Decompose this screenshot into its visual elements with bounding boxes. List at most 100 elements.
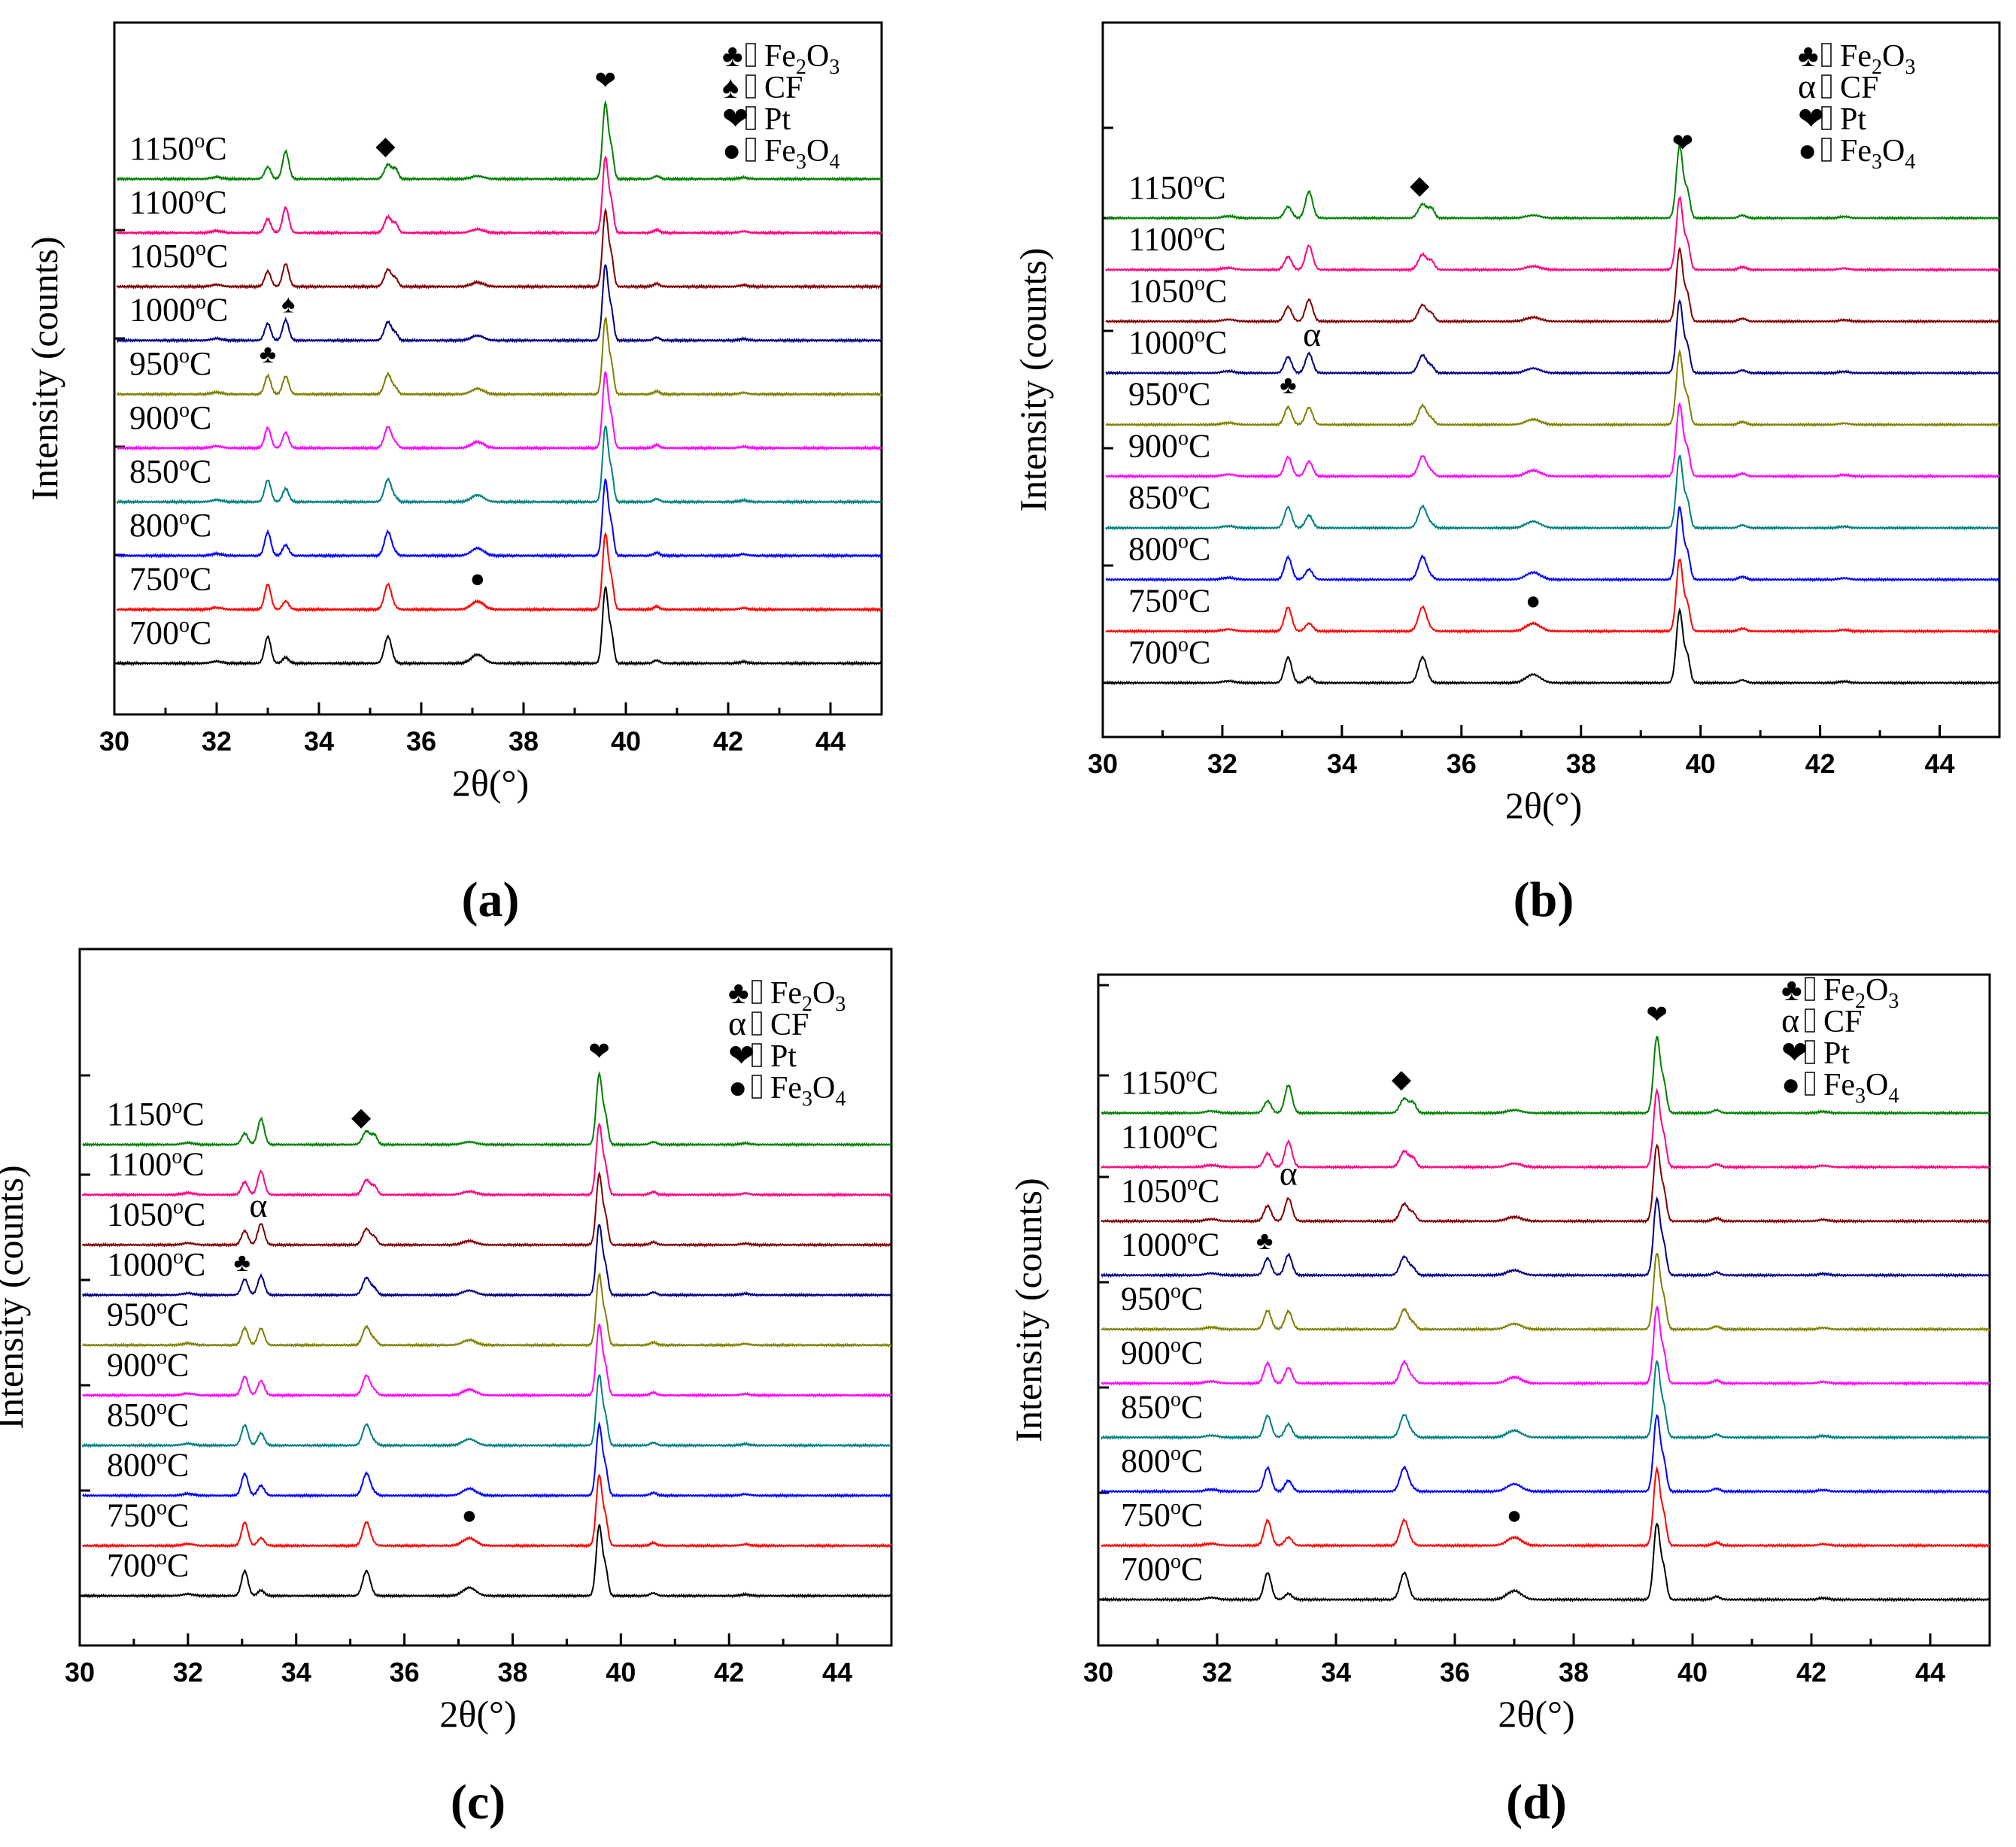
series-line-850 [81, 1374, 892, 1448]
peak-marker: ♠ [281, 290, 295, 318]
legend-box [1805, 1008, 1815, 1033]
legend-entry-cf: CF [1840, 71, 1878, 105]
plot-frame [1101, 21, 2001, 738]
legend-box [751, 1043, 762, 1067]
x-tick-label: 44 [815, 726, 846, 757]
x-tick-label: 30 [1083, 1657, 1113, 1688]
series-line-800 [1101, 1414, 1990, 1494]
series-line-700 [116, 586, 882, 667]
series-label-700: 700oC [1128, 633, 1210, 671]
series-line-750 [1105, 558, 2000, 634]
series-label-750: 750oC [129, 560, 211, 597]
series-line-950 [81, 1272, 892, 1348]
series-label-1150: 1150oC [129, 129, 227, 167]
series-label-1000: 1000oC [129, 291, 228, 329]
peak-marker: ❤ [588, 1038, 610, 1066]
series-line-900 [1105, 402, 2000, 479]
series-line-1150 [1105, 144, 2000, 221]
series-line-900 [117, 371, 882, 451]
legend-symbol: ● [1781, 1068, 1800, 1102]
series-label-850: 850oC [129, 452, 211, 490]
x-tick-label: 32 [1207, 748, 1237, 779]
series-line-700 [1105, 607, 2000, 686]
legend-entry-fe2o3: Fe2O3 [770, 976, 846, 1016]
legend-box [1805, 977, 1815, 1001]
panel-b: 30 32 34 36 38 40 42 44 2θ(°) Intensity (counts) 7… [1012, 21, 2001, 927]
series-label-850: 850oC [107, 1396, 189, 1433]
x-tick-label: 44 [1915, 1657, 1945, 1688]
series-label-1000: 1000oC [107, 1245, 205, 1283]
legend-symbol: ● [1798, 134, 1817, 168]
legend-symbol: ♣ [722, 39, 743, 74]
x-tick-label: 36 [406, 726, 436, 757]
series-line-950 [116, 316, 882, 398]
series-line-1150 [117, 99, 882, 183]
legend-symbol: ❤ [1781, 1036, 1808, 1071]
series-label-700: 700oC [129, 614, 211, 651]
series-label-700: 700oC [1121, 1550, 1203, 1588]
peak-marker: ♣ [1280, 372, 1296, 399]
series-label-750: 750oC [1121, 1496, 1203, 1533]
y-axis-title: Intensity (counts) [0, 1165, 31, 1429]
x-tick-label: 42 [1805, 748, 1835, 779]
series-label-850: 850oC [1128, 478, 1210, 516]
x-tick-label: 44 [822, 1657, 852, 1688]
series-label-800: 800oC [129, 506, 211, 544]
x-tick-label: 36 [1440, 1657, 1470, 1688]
series-line-1000 [82, 1224, 892, 1298]
series-line-900 [82, 1323, 892, 1398]
panel-c: 30 32 34 36 38 40 42 44 2θ(°) Intensity (counts) 7… [0, 948, 893, 1830]
legend-entry-cf: CF [770, 1008, 809, 1042]
series-label-1050: 1050oC [107, 1195, 205, 1233]
x-axis-title: 2θ(°) [1505, 784, 1582, 826]
peak-marker: ❤ [1672, 130, 1694, 158]
series-line-800 [1105, 505, 2000, 583]
x-tick-label: 44 [1925, 748, 1955, 779]
plot-frame [113, 21, 883, 716]
legend-entry-fe3o4: Fe3O4 [764, 134, 839, 174]
legend-symbol: ● [728, 1071, 747, 1105]
series-line-750 [1101, 1465, 1990, 1548]
series-line-800 [117, 478, 882, 559]
panel-caption: (a) [462, 872, 520, 927]
series-label-1100: 1100oC [1128, 220, 1226, 258]
series-label-950: 950oC [129, 344, 211, 382]
legend-box [751, 980, 762, 1004]
x-axis-title: 2θ(°) [452, 762, 529, 804]
peak-marker: ♣ [234, 1249, 250, 1277]
series-label-1100: 1100oC [129, 183, 227, 221]
series-line-900 [1101, 1306, 1990, 1387]
legend-box [751, 1075, 762, 1099]
peak-marker: ● [1507, 1502, 1523, 1530]
peak-marker: α [249, 1186, 267, 1224]
peak-marker: ◆ [351, 1104, 372, 1132]
legend-box [745, 43, 756, 67]
series-line-1050 [81, 1171, 891, 1248]
series-label-1100: 1100oC [107, 1145, 205, 1183]
series-line-700 [81, 1524, 892, 1599]
series-line-750 [116, 532, 882, 613]
series-label-800: 800oC [1128, 530, 1210, 568]
series-label-1050: 1050oC [1121, 1172, 1219, 1209]
x-tick-label: 30 [1088, 748, 1118, 779]
legend-symbol: ♣ [1798, 39, 1819, 74]
legend-entry-fe2o3: Fe2O3 [764, 39, 839, 79]
peak-marker: ● [462, 1502, 478, 1530]
legend-entry-pt: Pt [1823, 1036, 1850, 1071]
series-label-1050: 1050oC [1128, 271, 1227, 309]
peak-marker: ● [470, 566, 486, 593]
series-label-900: 900oC [129, 399, 211, 436]
series-line-850 [116, 425, 882, 505]
peak-marker: ● [1526, 587, 1541, 615]
legend-box [745, 74, 756, 99]
legend-symbol: ♣ [728, 976, 749, 1011]
legend-symbol: ● [722, 134, 741, 168]
x-tick-label: 42 [714, 1657, 744, 1688]
series-label-950: 950oC [1121, 1280, 1203, 1318]
panel-d: 30 32 34 36 38 40 42 44 2θ(°) Intensity (counts) 7… [1007, 973, 1991, 1830]
series-label-1000: 1000oC [1128, 323, 1227, 361]
legend-symbol: ❤ [1798, 102, 1824, 137]
x-tick-label: 32 [173, 1657, 203, 1688]
plot-frame [1097, 973, 1991, 1647]
series-label-900: 900oC [107, 1345, 189, 1383]
